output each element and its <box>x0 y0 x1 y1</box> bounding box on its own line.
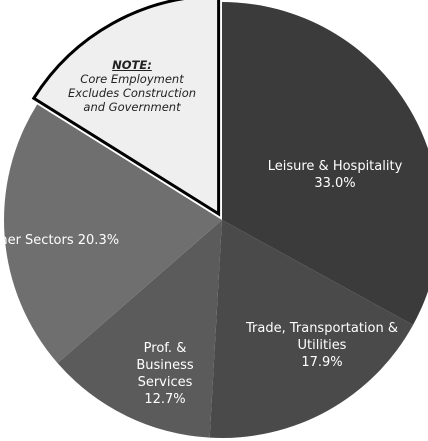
pie-slice <box>209 220 414 438</box>
category-label: Trade, Transportation & Utilities <box>246 321 398 353</box>
note: NOTE: Core Employment Excludes Construct… <box>62 58 202 114</box>
pie-slice <box>4 104 223 364</box>
pie-slice <box>31 0 221 217</box>
category-label: Other Sectors <box>0 233 74 248</box>
slice-label: Prof. & Business Services 12.7% <box>120 340 210 408</box>
pie-slice <box>222 2 428 326</box>
category-label: Leisure & Hospitality <box>267 159 403 174</box>
value-label: 12.7% <box>144 392 186 407</box>
slice-label: Other Sectors 20.3% <box>0 232 204 249</box>
slice-label: Leisure & Hospitality 33.0% <box>250 158 420 192</box>
value-label: 33.0% <box>314 176 356 191</box>
note-title: NOTE: <box>112 58 152 72</box>
value-label: 20.3% <box>77 233 120 248</box>
pie-slice <box>57 220 223 438</box>
slice-label: Trade, Transportation & Utilities 17.9% <box>222 320 422 371</box>
value-label: 17.9% <box>301 355 343 370</box>
category-label: Prof. & Business Services <box>136 341 194 390</box>
note-text: Core Employment Excludes Construction an… <box>67 72 197 114</box>
